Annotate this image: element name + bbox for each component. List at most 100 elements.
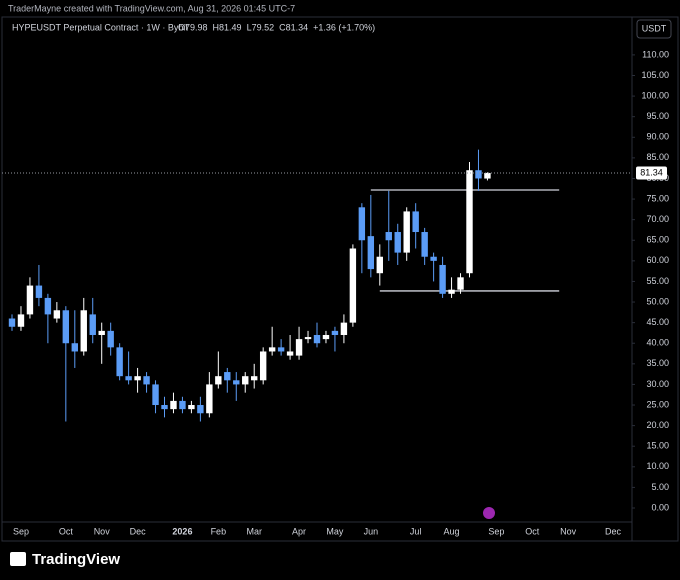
- ohlc-value: L79.52: [247, 22, 275, 32]
- x-tick-label: Oct: [525, 526, 540, 536]
- candle-body: [466, 170, 473, 274]
- y-tick-label: 70.00: [646, 214, 669, 224]
- candle-body: [8, 318, 16, 327]
- candle-body: [277, 347, 285, 352]
- ohlc-value: H81.49: [213, 22, 242, 32]
- candle-body: [421, 232, 428, 257]
- candle-body: [143, 376, 150, 385]
- x-tick-label: Mar: [246, 526, 262, 536]
- candle-body: [313, 334, 321, 344]
- x-tick-label: May: [326, 526, 344, 536]
- x-tick-label: Oct: [59, 526, 74, 536]
- candle-body: [268, 347, 276, 352]
- y-tick-label: 65.00: [646, 235, 669, 245]
- x-tick-label: Apr: [292, 526, 306, 536]
- last-price-label: 81.34: [640, 167, 663, 177]
- candle-body: [116, 347, 123, 377]
- candle-body: [224, 372, 231, 381]
- y-tick-label: 110.00: [642, 49, 669, 59]
- symbol-title: HYPEUSDT Perpetual Contract · 1W · Bybit: [12, 22, 188, 32]
- candle-body: [322, 334, 330, 340]
- x-tick-label: Dec: [605, 526, 622, 536]
- y-tick-label: 15.00: [646, 441, 669, 451]
- y-tick-label: 45.00: [646, 317, 669, 327]
- ohlc-value: C81.34: [279, 22, 308, 32]
- y-tick-label: 100.00: [641, 90, 669, 100]
- candle-body: [89, 314, 96, 335]
- candle-body: [179, 400, 186, 410]
- candle-body: [62, 310, 70, 344]
- x-tick-label: Jun: [364, 526, 379, 536]
- x-tick-label: Jul: [410, 526, 422, 536]
- x-tick-label: Nov: [94, 526, 111, 536]
- x-tick-label: 2026: [172, 526, 192, 536]
- y-tick-label: 90.00: [646, 132, 669, 142]
- candle-body: [242, 376, 249, 385]
- candle-body: [206, 384, 213, 414]
- candle-body: [376, 256, 383, 274]
- last-price-box: [636, 166, 667, 180]
- event-icon[interactable]: [483, 507, 495, 519]
- y-tick-label: 105.00: [641, 70, 669, 80]
- candle-body: [134, 376, 141, 381]
- candle-body: [107, 330, 114, 348]
- candle-body: [188, 405, 195, 410]
- ohlc-value: O79.98: [178, 22, 208, 32]
- candle-body: [304, 337, 312, 340]
- x-tick-label: Nov: [560, 526, 577, 536]
- x-tick-label: Dec: [130, 526, 147, 536]
- y-tick-label: 85.00: [646, 152, 669, 162]
- candle-body: [385, 232, 392, 241]
- brand-icon: [10, 552, 26, 566]
- y-tick-label: 25.00: [646, 399, 669, 409]
- candle-body: [439, 264, 446, 294]
- candle-body: [295, 339, 303, 356]
- candle-body: [98, 330, 105, 335]
- x-tick-label: Sep: [488, 526, 504, 536]
- candle-body: [53, 310, 61, 319]
- candle-body: [26, 285, 34, 315]
- candle-body: [125, 376, 132, 381]
- candle-body: [233, 380, 240, 385]
- ohlc-legend: O79.98 H81.49 L79.52 C81.34 +1.36 (+1.70%): [178, 22, 375, 32]
- candle-body: [161, 405, 168, 410]
- candle-body: [412, 211, 419, 233]
- y-tick-label: 95.00: [646, 111, 669, 121]
- y-tick-label: 40.00: [646, 338, 669, 348]
- currency-label[interactable]: USDT: [642, 23, 667, 33]
- y-tick-label: 50.00: [646, 296, 669, 306]
- y-tick-label: 35.00: [646, 358, 669, 368]
- candle-body: [215, 376, 222, 385]
- candle-body: [35, 285, 43, 298]
- candle-body: [430, 256, 437, 261]
- candle-body: [71, 343, 78, 352]
- candle-body: [358, 207, 366, 241]
- x-tick-label: Feb: [211, 526, 227, 536]
- candle-body: [286, 351, 294, 356]
- candle-body: [367, 236, 375, 270]
- currency-button[interactable]: [636, 19, 672, 39]
- candle-body: [484, 172, 491, 179]
- candle-body: [448, 289, 455, 294]
- candle-body: [394, 232, 401, 253]
- y-tick-label: 5.00: [651, 482, 669, 492]
- y-tick-label: 30.00: [646, 379, 669, 389]
- candle-body: [251, 376, 258, 381]
- y-tick-label: 60.00: [646, 255, 669, 265]
- candle-body: [80, 310, 87, 352]
- panel-border: [1, 16, 679, 542]
- candle-body: [152, 384, 159, 406]
- candle-body: [331, 330, 339, 335]
- brand: TradingView: [32, 551, 120, 568]
- candle-body: [259, 351, 267, 381]
- ohlc-value: +1.36 (+1.70%): [313, 22, 375, 32]
- candle-body: [44, 297, 52, 315]
- candle-body: [340, 322, 348, 335]
- y-tick-label: 20.00: [646, 420, 669, 430]
- candle-body: [17, 314, 25, 327]
- candle-body: [403, 211, 410, 253]
- candle-body: [349, 248, 357, 323]
